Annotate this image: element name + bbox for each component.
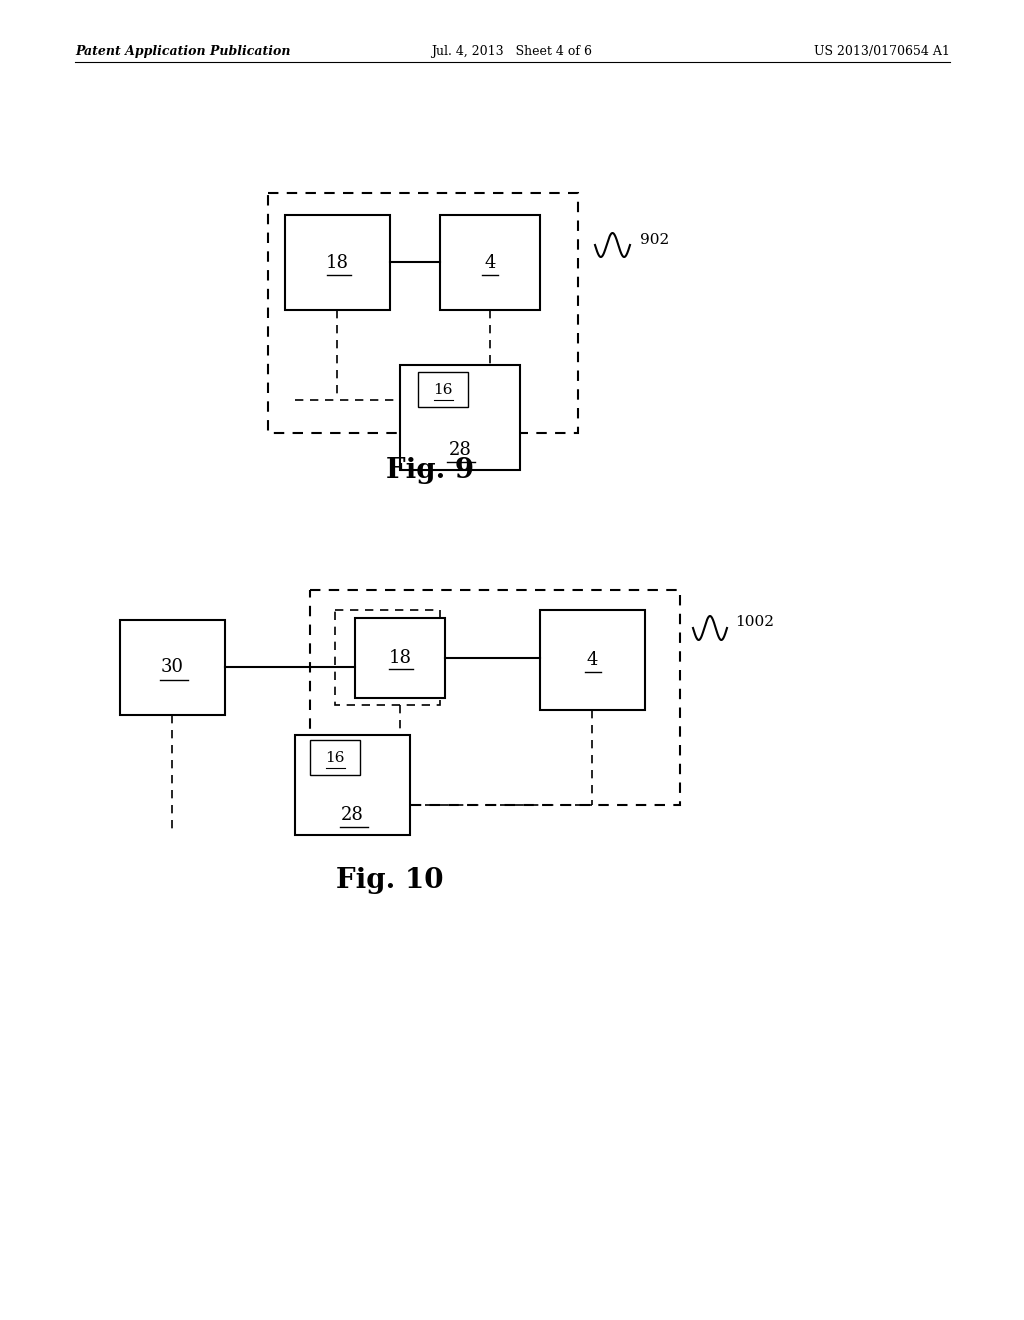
Text: 30: 30 [161, 659, 184, 676]
Text: 16: 16 [433, 383, 453, 396]
Text: Patent Application Publication: Patent Application Publication [75, 45, 291, 58]
Text: US 2013/0170654 A1: US 2013/0170654 A1 [814, 45, 950, 58]
Bar [285, 215, 390, 310]
Text: 18: 18 [388, 649, 412, 667]
Bar [335, 610, 440, 705]
Text: 16: 16 [326, 751, 345, 764]
Bar [540, 610, 645, 710]
Bar [440, 215, 540, 310]
Text: 28: 28 [449, 441, 471, 459]
Bar [268, 193, 578, 433]
Text: Fig. 9: Fig. 9 [386, 457, 474, 483]
Bar [295, 735, 410, 836]
Text: Jul. 4, 2013   Sheet 4 of 6: Jul. 4, 2013 Sheet 4 of 6 [431, 45, 593, 58]
Bar [418, 372, 468, 407]
Text: 28: 28 [341, 807, 364, 824]
Bar [400, 366, 520, 470]
Bar [355, 618, 445, 698]
Text: 1002: 1002 [735, 615, 774, 630]
Text: Fig. 10: Fig. 10 [336, 866, 443, 894]
Text: 902: 902 [640, 234, 670, 247]
Bar [120, 620, 225, 715]
Bar [310, 741, 360, 775]
Bar [310, 590, 680, 805]
Text: 18: 18 [326, 253, 349, 272]
Text: 4: 4 [484, 253, 496, 272]
Text: 4: 4 [587, 651, 598, 669]
